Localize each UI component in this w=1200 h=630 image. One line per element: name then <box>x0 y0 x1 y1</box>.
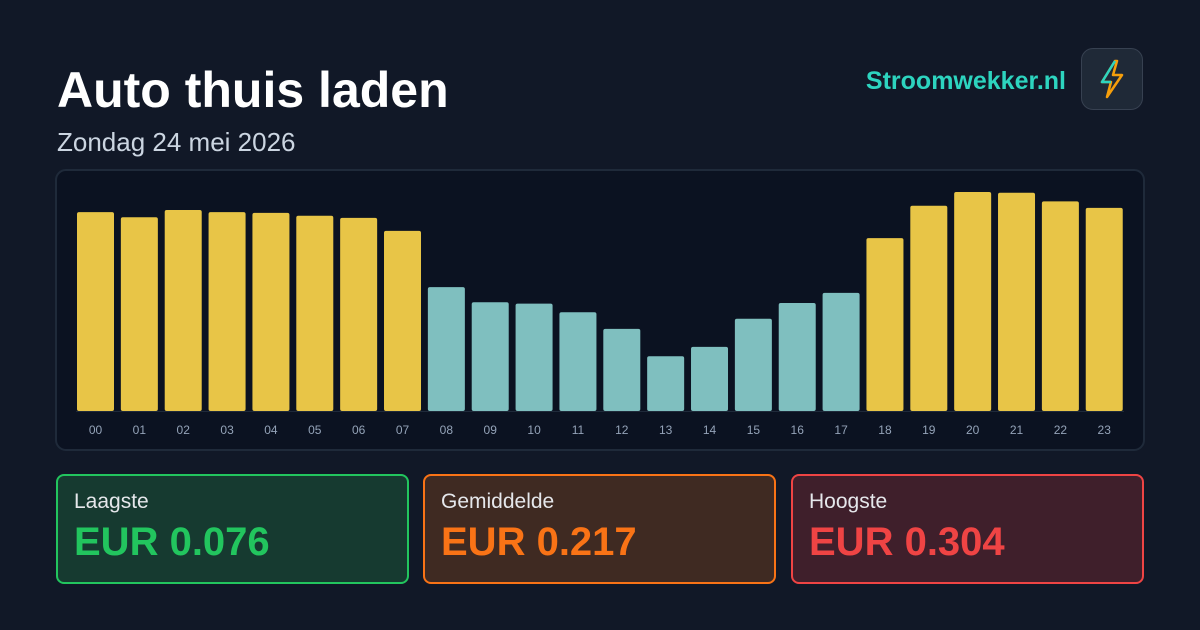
stat-card: Gemiddelde EUR 0.217 <box>423 474 776 584</box>
x-tick-label: 05 <box>308 423 322 437</box>
bar <box>559 312 597 411</box>
brand-icon <box>1081 48 1143 110</box>
bar <box>120 217 158 411</box>
x-tick-label: 22 <box>1054 423 1068 437</box>
x-tick-label: 14 <box>703 423 717 437</box>
x-tick-label: 10 <box>527 423 541 437</box>
stat-label: Laagste <box>74 490 149 513</box>
bar <box>866 238 904 411</box>
bar <box>734 318 772 411</box>
x-tick-label: 21 <box>1010 423 1024 437</box>
chart: 00 01 02 03 04 05 06 07 08 09 10 11 12 13 14 15 16 17 18 19… <box>55 169 1145 451</box>
bar <box>471 302 509 411</box>
bar <box>515 303 553 411</box>
stat-value: EUR 0.076 <box>74 520 270 564</box>
bar <box>252 212 290 411</box>
x-tick-label: 06 <box>352 423 366 437</box>
x-tick-label: 20 <box>966 423 980 437</box>
bar <box>778 302 816 411</box>
bar <box>1041 201 1079 411</box>
bar <box>384 230 422 411</box>
stat-value: EUR 0.217 <box>441 520 637 564</box>
bar <box>998 192 1036 411</box>
x-tick-label: 01 <box>133 423 147 437</box>
x-tick-label: 11 <box>572 423 585 437</box>
x-tick-label: 19 <box>922 423 936 437</box>
x-tick-label: 00 <box>89 423 103 437</box>
x-tick-label: 07 <box>396 423 410 437</box>
x-tick-label: 09 <box>484 423 498 437</box>
bar <box>296 215 334 411</box>
bar <box>910 205 948 411</box>
x-tick-label: 15 <box>747 423 761 437</box>
brand: Stroomwekker.nl <box>865 67 1066 95</box>
bar <box>822 292 860 411</box>
x-tick-label: 03 <box>220 423 234 437</box>
lightning-icon <box>1100 59 1124 99</box>
bar <box>954 192 992 411</box>
title: Auto thuis laden <box>57 62 449 118</box>
bar <box>340 217 378 411</box>
x-tick-label: 02 <box>177 423 191 437</box>
bar <box>647 356 685 411</box>
x-tick-label: 13 <box>659 423 673 437</box>
bar <box>164 210 202 411</box>
stat-card: Laagste EUR 0.076 <box>56 474 409 584</box>
subtitle: Zondag 24 mei 2026 <box>57 127 296 157</box>
bar <box>603 328 641 411</box>
x-tick-label: 08 <box>440 423 454 437</box>
x-tick-label: 04 <box>264 423 278 437</box>
x-tick-label: 17 <box>834 423 848 437</box>
bar <box>427 287 465 411</box>
stat-label: Hoogste <box>809 490 888 513</box>
x-tick-label: 23 <box>1098 423 1112 437</box>
bar <box>1085 207 1123 411</box>
x-tick-label: 12 <box>615 423 629 437</box>
stat-label: Gemiddelde <box>441 490 555 513</box>
bar <box>691 346 729 411</box>
stat-value: EUR 0.304 <box>809 520 1005 564</box>
stat-card: Hoogste EUR 0.304 <box>791 474 1144 584</box>
x-tick-label: 16 <box>791 423 805 437</box>
x-tick-label: 18 <box>878 423 892 437</box>
bar <box>208 212 246 411</box>
bar <box>77 212 114 411</box>
